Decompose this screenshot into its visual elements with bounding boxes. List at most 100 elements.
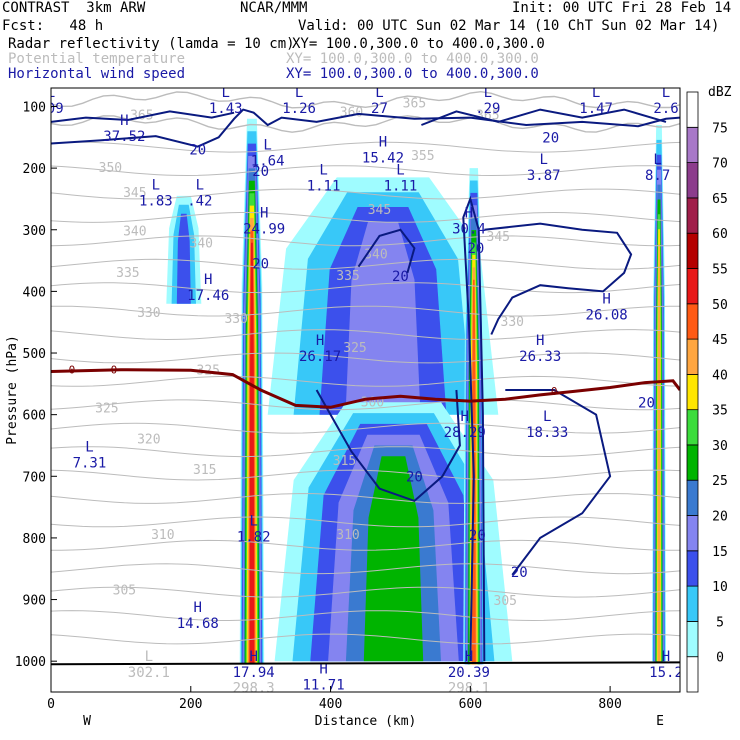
extremum-value: 24.99 [243, 221, 285, 237]
y-tick-label: 200 [23, 162, 46, 177]
freezing-level-label: 0 [111, 364, 118, 377]
extremum-marker-H: H [465, 649, 473, 665]
theta-contour [51, 165, 680, 177]
theta-contour [51, 90, 680, 109]
extremum-marker-H: H [536, 333, 544, 349]
reflectivity-anvil-central-level-4 [345, 221, 421, 415]
colorbar-level-label: 25 [712, 474, 728, 489]
extremum-marker-L: L [249, 514, 257, 530]
colorbar-level-label: 0 [716, 651, 724, 666]
theta-label: 305 [113, 583, 136, 598]
extremum-marker-L: L [152, 178, 160, 194]
theta-label: 335 [336, 269, 359, 284]
colorbar-swatch [686, 162, 699, 199]
x-tick-label: 600 [459, 697, 482, 712]
extremum-value: 37.52 [103, 129, 145, 145]
y-tick-label: 500 [23, 347, 46, 362]
extremum-value: 26.33 [519, 349, 561, 365]
colorbar-swatch [686, 621, 699, 658]
extremum-marker-L: L [375, 85, 383, 101]
extremum-marker-L: L [539, 152, 547, 168]
wind-contour-20 [51, 110, 235, 123]
extremum-marker-L: L [222, 85, 230, 101]
wind-contour-20 [421, 108, 667, 126]
wind-contour-20 [505, 389, 612, 576]
wind-label: 20 [392, 269, 409, 285]
extremum-value: 298.1 [448, 681, 490, 697]
extremum-marker-L: L [543, 409, 551, 425]
theta-contour [51, 563, 680, 575]
extremum-marker-L: L [396, 162, 404, 178]
colorbar-level-label: 30 [712, 439, 728, 454]
colorbar-swatch [686, 232, 699, 269]
colorbar-swatch [686, 197, 699, 234]
colorbar-swatch [686, 409, 699, 446]
theta-contour [51, 188, 680, 200]
extremum-value: 1.11 [307, 178, 341, 194]
extremum-marker-H: H [260, 205, 268, 221]
extremum-value: 2.6 [653, 101, 678, 117]
colorbar-swatch [686, 550, 699, 587]
theta-label: 340 [190, 236, 213, 251]
theta-contour [51, 329, 680, 341]
theta-label: 325 [343, 341, 366, 356]
extremum-value: 14.68 [177, 616, 219, 632]
freezing-level-label: 0 [69, 364, 76, 377]
reflectivity-cell-west-level-11 [249, 242, 255, 665]
extremum-marker-L: L [484, 85, 492, 101]
extremum-value: 26.17 [299, 349, 341, 365]
theta-label: 365 [403, 96, 426, 111]
colorbar-swatch [686, 91, 699, 128]
surface-line [51, 661, 680, 666]
reflectivity-cell-edge-level-9 [657, 244, 661, 662]
wind-label: 20 [467, 241, 484, 257]
theta-contour [51, 586, 680, 598]
theta-label: 305 [494, 594, 517, 609]
colorbar-level-label: 10 [712, 580, 728, 595]
extremum-marker-L: L [662, 85, 670, 101]
colorbar-swatch [686, 585, 699, 622]
colorbar-swatch [686, 479, 699, 516]
field-reflectivity-name: Radar reflectivity (lamda = 10 cm) [8, 36, 295, 52]
extremum-value: 30.4 [452, 221, 486, 237]
extremum-value: 11.71 [302, 678, 344, 694]
y-tick-label: 100 [23, 100, 46, 115]
extremum-value: .29 [475, 101, 500, 117]
theta-label: 325 [95, 401, 118, 416]
extremum-value: 17.94 [233, 665, 275, 681]
extremum-value: 1.26 [282, 101, 316, 117]
extremum-value: 15.42 [362, 151, 404, 167]
colorbar-swatch [686, 515, 699, 552]
field-theta-name: Potential temperature [8, 51, 186, 67]
extremum-marker-H: H [204, 272, 212, 288]
y-tick-label: 1000 [15, 655, 46, 670]
extremum-marker-L: L [145, 649, 153, 665]
extremum-value: 1.43 [209, 101, 243, 117]
x-tick-label: 0 [47, 697, 55, 712]
extremum-value: 1.11 [384, 178, 418, 194]
extremum-marker-H: H [316, 333, 324, 349]
extremum-value: 8.7 [645, 168, 670, 184]
reflectivity-stratiform-central-level-6 [363, 456, 424, 662]
field-theta-xy: XY= 100.0,300.0 to 400.0,300.0 [286, 51, 539, 67]
extremum-value: 18.33 [526, 425, 568, 441]
wind-label: 20 [542, 130, 559, 146]
theta-contour [51, 352, 680, 364]
wind-contour-20 [51, 108, 680, 148]
wind-contour-20 [484, 222, 633, 335]
x-tick-label: 200 [179, 697, 202, 712]
colorbar-swatch [686, 656, 699, 693]
header-center: NCAR/MMM [240, 0, 308, 16]
x-end-label-west: W [83, 714, 91, 729]
theta-contour [51, 446, 680, 458]
header-init: Init: 00 UTC Fri 28 Feb 14 [512, 0, 732, 16]
colorbar-swatch [686, 338, 699, 375]
extremum-marker-L: L [47, 85, 55, 101]
theta-label: 355 [411, 149, 434, 164]
theta-label: 330 [224, 312, 247, 327]
extremum-marker-L: L [295, 85, 303, 101]
extremum-value: 28.29 [444, 425, 486, 441]
colorbar-level-label: 60 [712, 227, 728, 242]
theta-contour [51, 211, 680, 223]
theta-contour [51, 539, 680, 551]
